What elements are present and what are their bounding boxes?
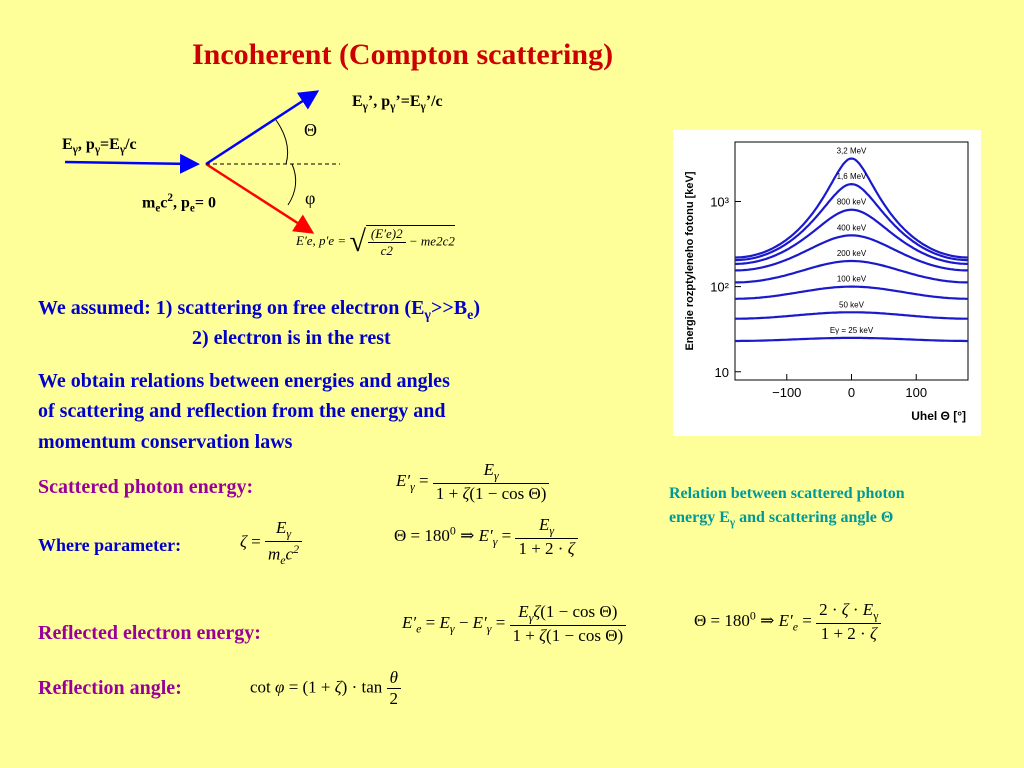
recoil-electron-arrow: [205, 162, 315, 234]
incoming-photon-label: Eγ, pγ=Eγ/c: [62, 136, 137, 157]
series-line: [735, 259, 968, 284]
y-tick-label: 10³: [710, 195, 729, 210]
scattered-photon-energy-label: Scattered photon energy:: [38, 476, 254, 498]
where-parameter-label: Where parameter:: [38, 535, 182, 555]
phi-arc: [287, 163, 297, 206]
assumption-line-2: 2) electron is in the rest: [192, 327, 391, 349]
scattered-photon-energy-formula: E′γ = Eγ 1 + ζ(1 − cos Θ): [396, 460, 550, 504]
x-tick-label: 100: [905, 385, 927, 400]
reflected-electron-energy-formula: E′e = Eγ − E′γ = Eγζ(1 − cos Θ) 1 + ζ(1 −…: [402, 602, 627, 646]
scattered-photon-label: Eγ’, pγ’=Eγ’/c: [352, 93, 443, 114]
series-label: 400 keV: [837, 223, 867, 232]
series-line: [735, 182, 968, 262]
phi-label: φ: [305, 188, 316, 208]
obtain-line-1: We obtain relations between energies and…: [38, 370, 450, 392]
series-line: [735, 234, 968, 272]
reflected-electron-energy-label: Reflected electron energy:: [38, 622, 261, 644]
x-axis-label: Uhel Θ [°]: [911, 409, 966, 423]
electron-backscatter-formula: Θ = 1800 ⇒ E′e = 2 · ζ · Eγ 1 + 2 · ζ: [694, 600, 882, 644]
chart-caption: Relation between scattered photon energy…: [669, 485, 905, 530]
series-line: [735, 336, 968, 343]
theta-label: Θ: [304, 120, 317, 140]
series-label: 1,6 MeV: [837, 172, 867, 181]
y-tick-label: 10²: [710, 280, 729, 295]
series-line: [735, 157, 968, 259]
series-label: 3,2 MeV: [837, 146, 867, 155]
series-label: 100 keV: [837, 275, 867, 284]
x-tick-label: −100: [772, 385, 801, 400]
series-label: 200 keV: [837, 249, 867, 258]
zeta-definition: ζ = Eγ mec2: [240, 518, 303, 568]
series-line: [735, 311, 968, 320]
electron-momentum-formula: E′e, p′e = √ (E′e)2 c2 − me2c2: [296, 225, 455, 258]
series-label: Eγ = 25 keV: [830, 326, 874, 335]
page-title: Incoherent (Compton scattering): [192, 38, 614, 71]
energy-angle-chart: 10 10² 10³ −100 0 100 Uhel Θ [°] Energie rozpty…: [673, 130, 981, 436]
series-label: 800 keV: [837, 198, 867, 207]
obtain-line-3: momentum conservation laws: [38, 431, 293, 453]
y-tick-label: 10: [715, 365, 729, 380]
incoming-photon-arrow: [64, 153, 200, 174]
theta-arc: [275, 119, 289, 165]
x-tick-label: 0: [848, 385, 855, 400]
reflection-angle-label: Reflection angle:: [38, 677, 182, 699]
assumption-line-1: We assumed: 1) scattering on free electr…: [38, 297, 480, 323]
scattering-diagram: [64, 90, 340, 234]
series-label: 50 keV: [839, 300, 865, 309]
electron-label: mec2, pe= 0: [142, 192, 216, 215]
photon-backscatter-formula: Θ = 1800 ⇒ E′γ = Eγ 1 + 2 · ζ: [394, 515, 578, 559]
scattered-photon-arrow: [205, 90, 320, 166]
y-axis-label: Energie rozptyleneho fotonu [keV]: [684, 171, 696, 350]
obtain-line-2: of scattering and reflection from the en…: [38, 400, 446, 422]
series-line: [735, 285, 968, 300]
series-line: [735, 208, 968, 265]
